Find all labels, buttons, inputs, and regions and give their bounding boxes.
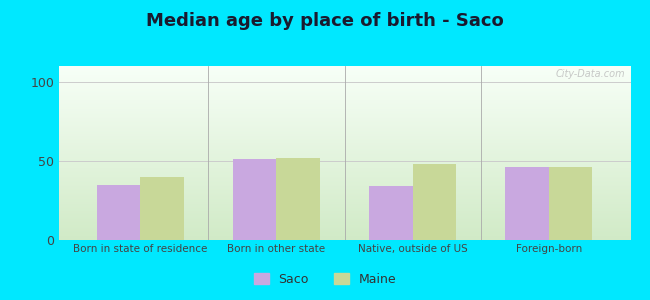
Bar <box>97 184 140 240</box>
Text: City-Data.com: City-Data.com <box>555 70 625 80</box>
Bar <box>505 167 549 240</box>
Legend: Saco, Maine: Saco, Maine <box>248 268 402 291</box>
Bar <box>369 186 413 240</box>
Bar <box>413 164 456 240</box>
Bar <box>276 158 320 240</box>
Bar <box>233 159 276 240</box>
Bar <box>140 177 184 240</box>
Bar <box>549 167 592 240</box>
Text: Median age by place of birth - Saco: Median age by place of birth - Saco <box>146 12 504 30</box>
